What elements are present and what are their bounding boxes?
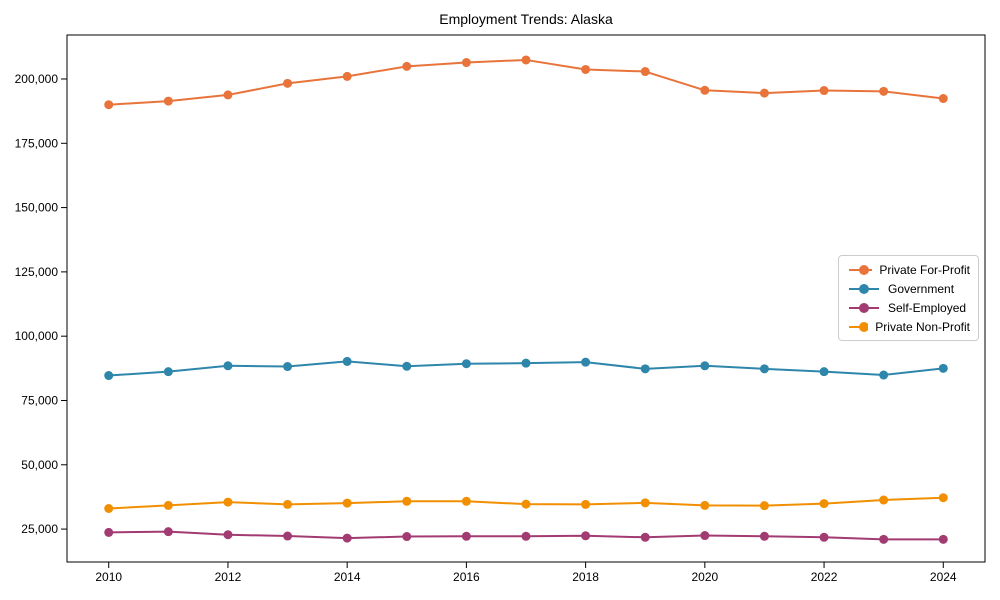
legend-label: Private Non-Profit — [875, 319, 970, 334]
legend-line-marker-icon — [849, 264, 873, 275]
series-marker-private-for-profit-2011 — [163, 96, 173, 106]
series-marker-government-2013 — [283, 362, 293, 372]
series-marker-self-employed-2014 — [342, 533, 352, 543]
series-marker-government-2016 — [461, 359, 471, 369]
series-marker-government-2012 — [223, 361, 233, 371]
series-marker-private-non-profit-2010 — [104, 504, 114, 514]
x-tick-label: 2012 — [215, 570, 242, 584]
series-marker-private-non-profit-2020 — [700, 500, 710, 510]
legend-item-private-non-profit: Private Non-Profit — [847, 318, 970, 336]
series-marker-self-employed-2024 — [938, 534, 948, 544]
series-marker-private-non-profit-2015 — [402, 496, 412, 506]
series-marker-private-non-profit-2021 — [759, 501, 769, 511]
series-marker-private-non-profit-2012 — [223, 497, 233, 507]
series-marker-private-for-profit-2017 — [521, 55, 531, 65]
series-marker-government-2023 — [879, 370, 889, 380]
x-tick-label: 2016 — [453, 570, 480, 584]
series-marker-private-non-profit-2014 — [342, 498, 352, 508]
x-tick-label: 2014 — [334, 570, 361, 584]
series-marker-private-non-profit-2013 — [283, 499, 293, 509]
legend-item-government: Government — [847, 280, 970, 298]
series-marker-private-non-profit-2018 — [581, 499, 591, 509]
series-marker-private-for-profit-2020 — [700, 85, 710, 95]
series-marker-self-employed-2018 — [581, 531, 591, 541]
series-marker-private-non-profit-2023 — [879, 495, 889, 505]
series-marker-self-employed-2017 — [521, 531, 531, 541]
series-marker-government-2020 — [700, 361, 710, 371]
series-marker-private-for-profit-2012 — [223, 90, 233, 100]
series-marker-self-employed-2010 — [104, 527, 114, 537]
x-tick-label: 2020 — [691, 570, 718, 584]
series-marker-self-employed-2012 — [223, 530, 233, 540]
series-marker-self-employed-2019 — [640, 532, 650, 542]
series-marker-private-non-profit-2017 — [521, 499, 531, 509]
legend-line-marker-icon — [849, 321, 869, 332]
series-marker-private-for-profit-2019 — [640, 67, 650, 77]
series-marker-self-employed-2022 — [819, 532, 829, 542]
series-marker-private-for-profit-2023 — [879, 86, 889, 96]
legend-line-marker-icon — [849, 302, 879, 313]
legend-line-marker-icon — [849, 283, 879, 294]
series-line-private-for-profit — [108, 58, 944, 106]
series-marker-private-non-profit-2011 — [163, 500, 173, 510]
y-tick-label: 50,000 — [21, 458, 58, 472]
series-marker-self-employed-2013 — [283, 531, 293, 541]
x-tick-label: 2018 — [572, 570, 599, 584]
y-tick-label: 25,000 — [21, 522, 58, 536]
x-tick-label: 2024 — [930, 570, 957, 584]
series-marker-private-for-profit-2015 — [402, 61, 412, 71]
series-marker-government-2017 — [521, 358, 531, 368]
chart-title: Employment Trends: Alaska — [439, 11, 613, 27]
series-marker-private-for-profit-2021 — [759, 88, 769, 98]
series-marker-private-non-profit-2016 — [461, 496, 471, 506]
series-marker-government-2014 — [342, 356, 352, 366]
series-marker-self-employed-2023 — [879, 534, 889, 544]
series-marker-private-non-profit-2024 — [938, 493, 948, 503]
series-marker-government-2019 — [640, 364, 650, 374]
series-marker-self-employed-2015 — [402, 532, 412, 542]
series-marker-self-employed-2011 — [163, 527, 173, 537]
series-marker-private-for-profit-2022 — [819, 86, 829, 96]
x-tick-label: 2010 — [95, 570, 122, 584]
series-marker-private-for-profit-2010 — [104, 100, 114, 110]
series-marker-government-2018 — [581, 357, 591, 367]
series-marker-government-2022 — [819, 367, 829, 377]
legend-label: Private For-Profit — [879, 262, 970, 277]
series-marker-private-non-profit-2022 — [819, 499, 829, 509]
series-marker-private-for-profit-2014 — [342, 71, 352, 81]
series-marker-private-for-profit-2013 — [283, 78, 293, 88]
series-marker-self-employed-2020 — [700, 531, 710, 541]
legend-label: Government — [888, 281, 955, 296]
legend-item-self-employed: Self-Employed — [847, 299, 970, 317]
series-marker-self-employed-2016 — [461, 531, 471, 541]
series-marker-government-2011 — [163, 367, 173, 377]
series-marker-government-2021 — [759, 364, 769, 374]
series-marker-government-2010 — [104, 371, 114, 381]
series-marker-government-2015 — [402, 361, 412, 371]
plot-border — [66, 34, 986, 563]
y-tick-label: 75,000 — [21, 393, 58, 407]
series-marker-self-employed-2021 — [759, 531, 769, 541]
y-tick-label: 125,000 — [15, 265, 59, 279]
y-tick-label: 200,000 — [15, 72, 59, 86]
series-marker-private-for-profit-2016 — [461, 58, 471, 68]
series-marker-private-for-profit-2024 — [938, 94, 948, 104]
series-marker-private-non-profit-2019 — [640, 498, 650, 508]
legend-label: Self-Employed — [888, 300, 967, 315]
y-tick-label: 100,000 — [15, 329, 59, 343]
series-marker-government-2024 — [938, 363, 948, 373]
y-tick-label: 150,000 — [15, 201, 59, 215]
legend: Private For-Profit Government Self-Emplo… — [838, 255, 979, 341]
legend-item-private-for-profit: Private For-Profit — [847, 261, 970, 279]
x-tick-label: 2022 — [811, 570, 838, 584]
series-marker-private-for-profit-2018 — [581, 64, 591, 74]
y-tick-label: 175,000 — [15, 136, 59, 150]
